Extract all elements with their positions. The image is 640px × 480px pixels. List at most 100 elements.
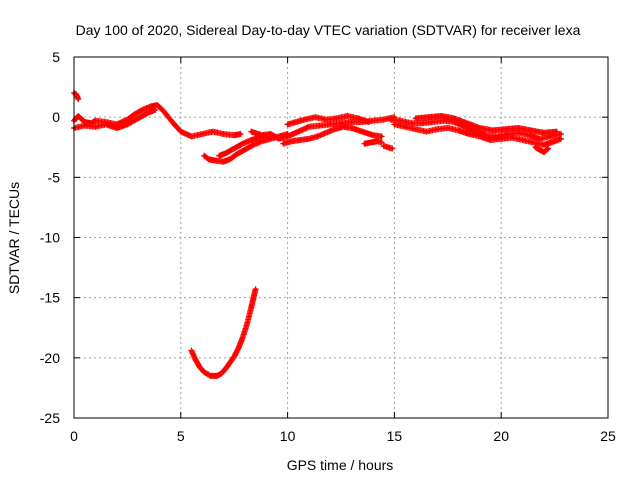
data-point bbox=[269, 132, 273, 136]
data-point bbox=[202, 370, 206, 374]
data-point bbox=[222, 160, 226, 164]
data-point bbox=[465, 121, 469, 125]
data-point bbox=[211, 130, 215, 134]
data-point bbox=[478, 134, 482, 138]
data-point bbox=[516, 126, 520, 130]
y-tick-label: -10 bbox=[40, 230, 60, 246]
data-point bbox=[224, 367, 228, 371]
data-point bbox=[294, 120, 298, 124]
data-point bbox=[286, 122, 290, 126]
data-point bbox=[224, 151, 228, 155]
data-point bbox=[241, 335, 245, 339]
data-point bbox=[542, 131, 546, 135]
data-point bbox=[538, 137, 542, 141]
data-point bbox=[249, 138, 253, 142]
data-point bbox=[380, 140, 384, 144]
series-arc-low bbox=[188, 286, 259, 379]
data-point bbox=[335, 116, 339, 120]
data-point bbox=[147, 110, 151, 114]
data-point bbox=[555, 130, 559, 134]
data-point bbox=[249, 130, 253, 134]
data-point bbox=[503, 127, 507, 131]
x-tick-label: 0 bbox=[70, 428, 78, 444]
data-point bbox=[439, 114, 443, 118]
series-arc-late bbox=[387, 116, 564, 142]
series-arc-middle-3 bbox=[284, 113, 372, 128]
data-point bbox=[313, 115, 317, 119]
data-point bbox=[115, 126, 119, 130]
axis-ticks: 0 5 10 15 20 25 5 0 -5 -10 -15 -20 -25 bbox=[40, 49, 616, 444]
data-point bbox=[75, 95, 79, 99]
data-point bbox=[382, 118, 386, 122]
data-point bbox=[341, 125, 345, 129]
data-point bbox=[350, 126, 354, 130]
data-point bbox=[207, 157, 211, 161]
data-point bbox=[380, 134, 384, 138]
data-point bbox=[241, 142, 245, 146]
series-arc-middle bbox=[248, 114, 398, 142]
data-point bbox=[467, 132, 471, 136]
data-point bbox=[542, 143, 546, 147]
data-point bbox=[499, 137, 503, 141]
data-point bbox=[316, 134, 320, 138]
series-arc-middle-2 bbox=[280, 123, 385, 147]
data-point bbox=[542, 150, 546, 154]
data-point bbox=[375, 139, 379, 143]
data-point bbox=[209, 374, 213, 378]
data-point bbox=[553, 139, 557, 143]
x-axis-label: GPS time / hours bbox=[287, 457, 394, 473]
series-arc-start bbox=[71, 90, 82, 103]
data-point bbox=[136, 116, 140, 120]
data-point bbox=[510, 136, 514, 140]
data-point bbox=[369, 140, 373, 144]
data-point bbox=[521, 138, 525, 142]
x-tick-label: 10 bbox=[280, 428, 296, 444]
y-tick-label: 0 bbox=[52, 109, 60, 125]
data-point bbox=[435, 127, 439, 131]
y-axis-label: SDTVAR / TECUs bbox=[6, 182, 22, 294]
data-point bbox=[202, 154, 206, 158]
data-point bbox=[232, 146, 236, 150]
data-point bbox=[548, 134, 552, 138]
y-tick-label: -5 bbox=[48, 169, 61, 185]
data-point bbox=[546, 146, 550, 150]
data-point bbox=[339, 121, 343, 125]
data-point bbox=[215, 374, 219, 378]
series-arc-late-3 bbox=[412, 113, 560, 136]
data-point bbox=[360, 130, 364, 134]
data-point bbox=[474, 130, 478, 134]
series-arc-tail bbox=[532, 144, 552, 156]
data-point bbox=[463, 125, 467, 129]
data-points bbox=[71, 90, 564, 379]
data-point bbox=[452, 116, 456, 120]
data-point bbox=[76, 97, 80, 101]
x-tick-label: 25 bbox=[600, 428, 616, 444]
data-point bbox=[527, 133, 531, 137]
data-point bbox=[506, 132, 510, 136]
data-point bbox=[559, 137, 563, 141]
data-point bbox=[236, 346, 240, 350]
data-point bbox=[239, 132, 243, 136]
data-point bbox=[232, 133, 236, 137]
data-point bbox=[298, 138, 302, 142]
data-point bbox=[367, 120, 371, 124]
data-point bbox=[371, 119, 375, 123]
data-point bbox=[217, 154, 221, 158]
data-point bbox=[456, 128, 460, 132]
data-point bbox=[356, 116, 360, 120]
data-point bbox=[431, 120, 435, 124]
data-point bbox=[403, 125, 407, 129]
data-point bbox=[328, 122, 332, 126]
series-arc-short bbox=[361, 138, 385, 147]
data-point bbox=[189, 134, 193, 138]
data-point bbox=[170, 120, 174, 124]
data-point bbox=[307, 125, 311, 129]
chart-title: Day 100 of 2020, Sidereal Day-to-day VTE… bbox=[76, 22, 581, 38]
data-point bbox=[324, 131, 328, 135]
data-point bbox=[414, 127, 418, 131]
data-point bbox=[149, 104, 153, 108]
y-tick-label: -15 bbox=[40, 290, 60, 306]
data-point bbox=[222, 132, 226, 136]
data-point bbox=[303, 118, 307, 122]
